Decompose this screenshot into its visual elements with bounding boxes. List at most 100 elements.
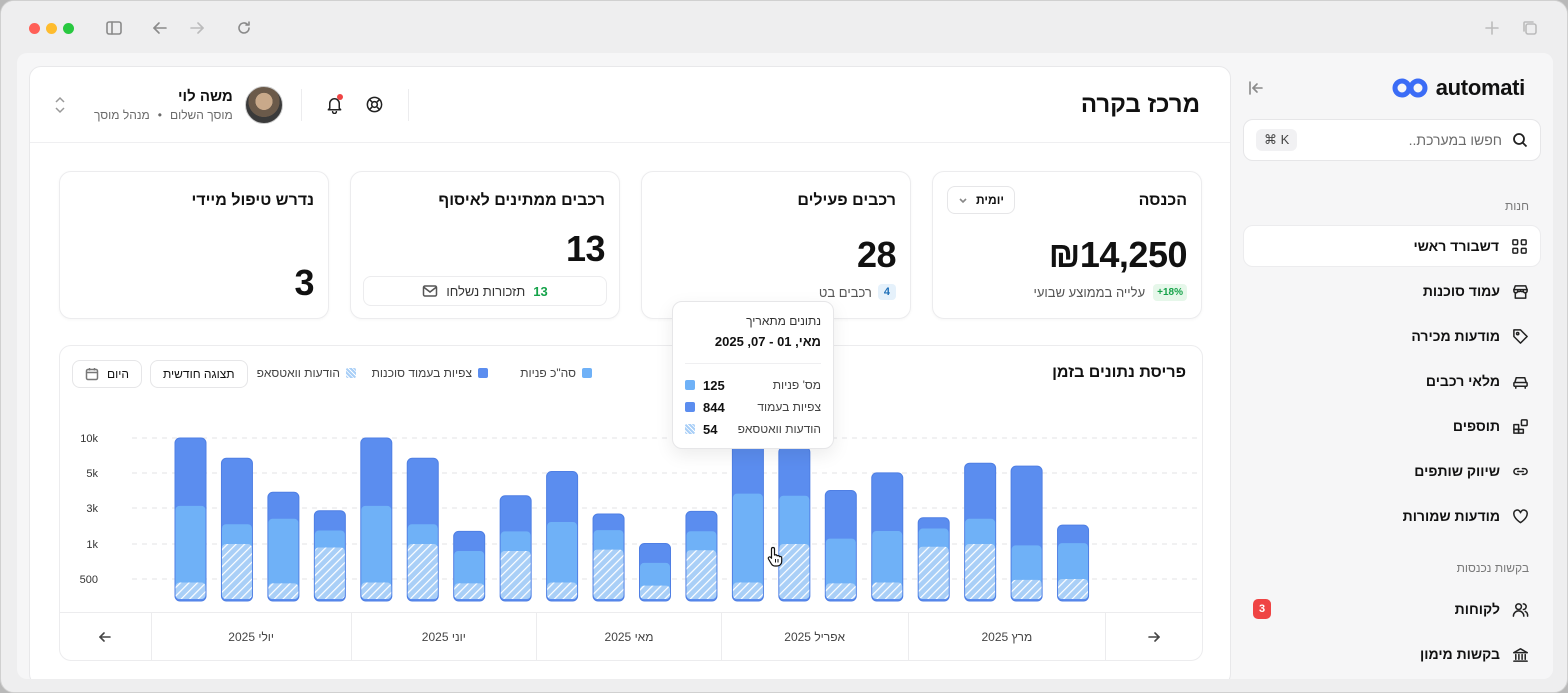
bar-whatsapp[interactable]	[407, 544, 438, 599]
tooltip-swatch	[685, 402, 695, 412]
bar-stack[interactable]	[174, 437, 207, 602]
bar-whatsapp[interactable]	[1058, 579, 1089, 599]
tag-icon	[1513, 328, 1528, 344]
sidebar-item-inventory[interactable]: מלאי רכבים	[1243, 360, 1541, 402]
bar-stack[interactable]	[406, 457, 439, 602]
bar-whatsapp[interactable]	[268, 583, 299, 599]
legend-item-total-inquiries: סה"כ פניות	[520, 366, 592, 380]
avatar	[244, 86, 283, 124]
tab-overview-icon[interactable]	[1519, 17, 1541, 39]
bar-stack[interactable]	[453, 530, 486, 602]
sidebar-item-saved-ads[interactable]: מודעות שמורות	[1243, 495, 1541, 537]
user-menu[interactable]: משה לוי מוסך השלום • מנהל מוסך	[54, 85, 283, 125]
chevron-updown-icon[interactable]	[54, 95, 66, 115]
sub-text: רכבים בט	[818, 284, 872, 300]
logo[interactable]: automati	[1392, 75, 1525, 101]
pickup-vehicles-value: 13	[565, 228, 606, 269]
sidebar-item-affiliate[interactable]: שיווק שותפים	[1243, 450, 1541, 492]
today-button[interactable]: היום	[72, 360, 142, 388]
bar-stack[interactable]	[778, 446, 811, 602]
period-select[interactable]: יומית	[947, 186, 1015, 214]
forward-arrow-icon[interactable]	[186, 17, 208, 39]
new-tab-icon[interactable]	[1481, 17, 1503, 39]
bar-stack[interactable]	[1057, 524, 1090, 602]
reload-icon[interactable]	[233, 17, 255, 39]
active-vehicles-value: 28	[856, 234, 897, 275]
header-divider	[301, 89, 302, 121]
browser-toolbar	[1, 1, 1567, 55]
month-label: יולי 2025	[152, 613, 352, 660]
bar-stack[interactable]	[731, 437, 764, 602]
sidebar-item-label: דשבורד ראשי	[1413, 238, 1499, 254]
sidebar-item-dashboard[interactable]: דשבורד ראשי	[1243, 225, 1541, 267]
tooltip-swatch	[685, 424, 695, 434]
sidebar-item-customers[interactable]: לקוחות 3	[1243, 588, 1541, 630]
bar-total-inquiries[interactable]	[547, 522, 578, 599]
bar-stack[interactable]	[1010, 465, 1043, 602]
search-input[interactable]: חפשו במערכת..	[1408, 132, 1502, 148]
maximize-window-button[interactable]	[63, 23, 74, 34]
sidebar-item-plugins[interactable]: תוספים	[1243, 405, 1541, 447]
bar-whatsapp[interactable]	[965, 544, 996, 599]
minimize-window-button[interactable]	[46, 23, 57, 34]
back-arrow-icon[interactable]	[149, 17, 171, 39]
bar-stack[interactable]	[639, 542, 671, 602]
bar-whatsapp[interactable]	[779, 544, 810, 599]
support-lifebuoy-icon[interactable]	[364, 95, 384, 115]
sidebar-item-sale-ads[interactable]: מודעות מכירה	[1243, 315, 1541, 357]
bar-total-inquiries[interactable]	[175, 505, 206, 599]
sidebar-item-financing[interactable]: בקשות מימון	[1243, 633, 1541, 675]
bar-whatsapp[interactable]	[918, 546, 949, 599]
bar-whatsapp[interactable]	[825, 583, 856, 599]
scroll-right-button[interactable]	[1106, 613, 1202, 660]
close-window-button[interactable]	[29, 23, 40, 34]
search-bar[interactable]: חפשו במערכת.. ⌘ K	[1243, 119, 1541, 161]
bar-whatsapp[interactable]	[175, 582, 206, 599]
bar-stack[interactable]	[964, 462, 997, 602]
bar-whatsapp[interactable]	[361, 582, 392, 599]
scroll-left-button[interactable]	[60, 613, 152, 660]
notifications-bell-icon[interactable]	[324, 94, 344, 115]
bar-stack[interactable]	[499, 495, 532, 602]
sidebar-item-agency-page[interactable]: עמוד סוכנות	[1243, 270, 1541, 312]
bar-total-inquiries[interactable]	[268, 518, 299, 599]
sidebar-toggle-icon[interactable]	[103, 17, 125, 39]
bar-whatsapp[interactable]	[593, 549, 624, 599]
collapse-sidebar-icon[interactable]	[1245, 79, 1265, 99]
bar-total-inquiries[interactable]	[732, 493, 763, 599]
tooltip-row-value: 844	[685, 400, 725, 415]
bar-stack[interactable]	[592, 513, 625, 602]
revenue-value: ₪14,250	[1048, 234, 1188, 275]
legend-label: הודעות וואטסאפ	[256, 366, 340, 380]
bar-whatsapp[interactable]	[1011, 579, 1042, 599]
bar-stack[interactable]	[267, 491, 300, 602]
user-subtitle: מוסך השלום • מנהל מוסך	[94, 108, 233, 122]
bar-whatsapp[interactable]	[314, 547, 345, 600]
pickup-vehicles-card: רכבים ממתינים לאיסוף 13 13 תזכורות נשלחו	[350, 171, 620, 319]
bar-whatsapp[interactable]	[686, 550, 717, 599]
search-shortcut: ⌘ K	[1256, 129, 1298, 151]
bar-whatsapp[interactable]	[640, 585, 670, 599]
month-label: יוני 2025	[352, 613, 538, 660]
bar-stack[interactable]	[546, 470, 579, 602]
sidebar-item-label: מודעות שמורות	[1402, 508, 1500, 524]
bar-whatsapp[interactable]	[454, 583, 485, 599]
bar-stack[interactable]	[360, 437, 393, 602]
bar-whatsapp[interactable]	[732, 582, 763, 599]
bar-whatsapp[interactable]	[872, 582, 903, 599]
bar-total-inquiries[interactable]	[872, 531, 903, 599]
bar-whatsapp[interactable]	[547, 582, 578, 599]
monthly-view-button[interactable]: תצוגה חודשית	[150, 360, 248, 388]
bar-whatsapp[interactable]	[500, 551, 531, 599]
bar-stack[interactable]	[685, 510, 718, 602]
bar-total-inquiries[interactable]	[361, 505, 392, 599]
tooltip-swatch	[685, 380, 695, 390]
bar-whatsapp[interactable]	[221, 544, 252, 599]
bar-stack[interactable]	[824, 490, 857, 602]
bar-stack[interactable]	[220, 457, 253, 602]
reminders-sent-button[interactable]: 13 תזכורות נשלחו	[363, 276, 607, 306]
bar-stack[interactable]	[871, 472, 904, 602]
bar-stack[interactable]	[313, 510, 346, 602]
arrow-left-icon	[99, 631, 112, 642]
bar-stack[interactable]	[917, 517, 950, 602]
